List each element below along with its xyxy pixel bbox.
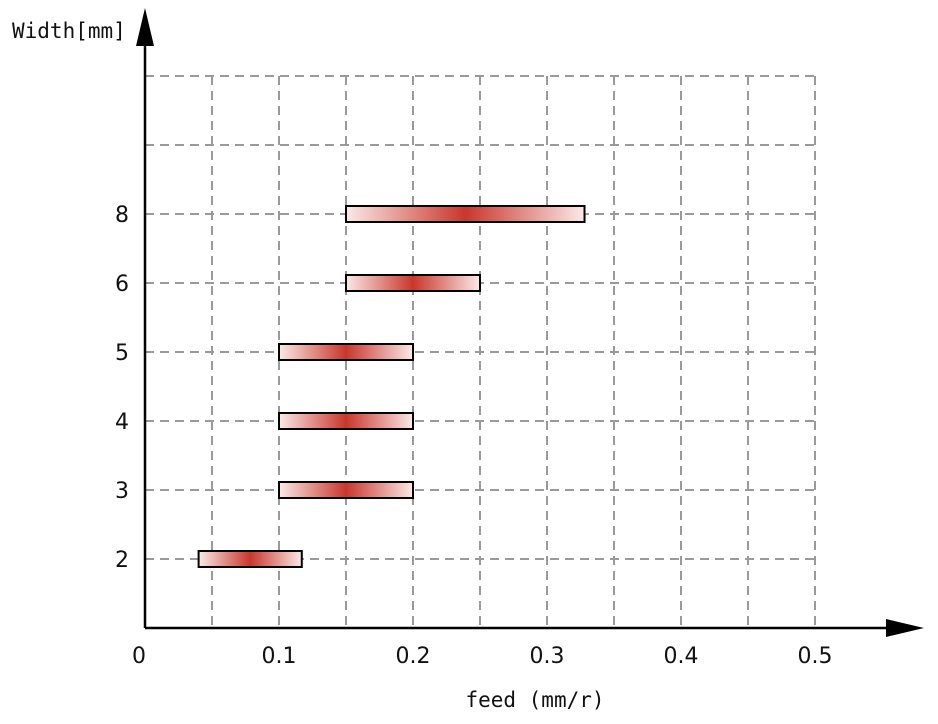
range-bar-8 <box>345 205 586 223</box>
tick-labels: 2 3 4 5 6 8 0 0.1 0.2 0.3 0.4 0.5 <box>115 203 833 669</box>
range-bar-4 <box>278 412 414 430</box>
x-tick-label: 0.5 <box>798 644 833 669</box>
y-tick-label: 8 <box>115 203 129 228</box>
y-tick-label: 3 <box>115 479 129 504</box>
range-bar-6 <box>345 274 481 292</box>
x-tick-label: 0.4 <box>664 644 699 669</box>
range-bar-3 <box>278 481 414 499</box>
y-tick-label: 6 <box>115 272 129 297</box>
x-tick-label: 0.2 <box>396 644 431 669</box>
y-tick-label: 4 <box>115 410 129 435</box>
y-axis-title: Width[mm] <box>12 19 126 43</box>
range-bar-5 <box>278 343 414 361</box>
y-tick-label: 2 <box>115 548 129 573</box>
x-tick-label: 0.3 <box>530 644 565 669</box>
y-axis-arrow <box>136 8 154 46</box>
range-bar-2 <box>197 550 303 568</box>
axes <box>136 8 924 637</box>
x-tick-label: 0.1 <box>262 644 297 669</box>
x-tick-label: 0 <box>132 644 146 669</box>
x-axis-arrow <box>886 619 924 637</box>
grid-lines <box>145 75 816 628</box>
x-axis-title: feed (mm/r) <box>465 688 604 712</box>
bars <box>197 205 586 568</box>
y-tick-label: 5 <box>115 341 129 366</box>
